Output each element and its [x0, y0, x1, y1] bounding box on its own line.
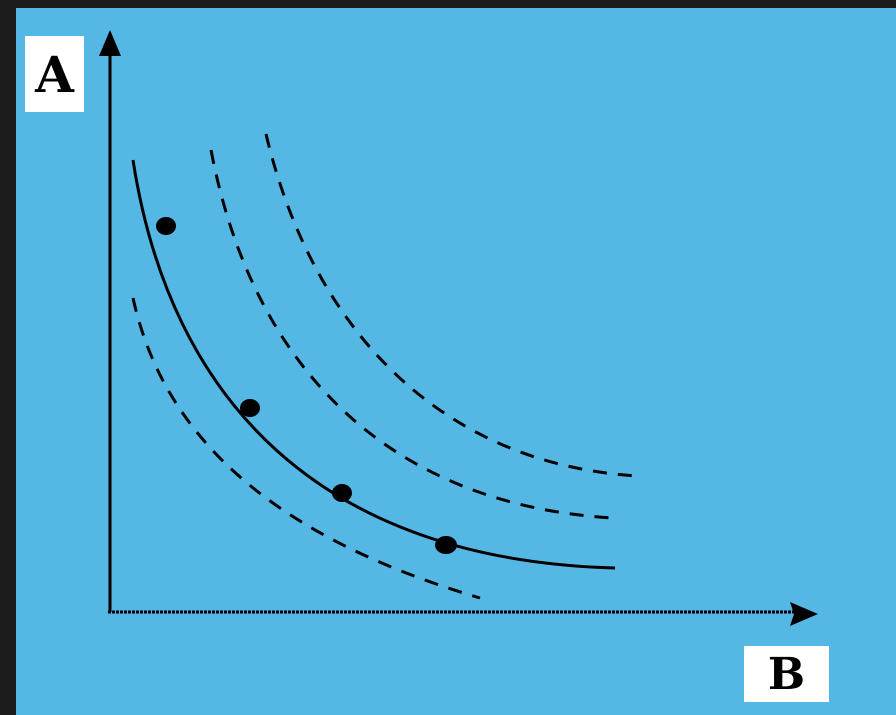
x-axis-arrowhead [790, 602, 818, 626]
curve-solid [131, 159, 616, 570]
point-1 [156, 217, 176, 235]
curve-dashed-middle [209, 149, 613, 520]
x-axis-label: B [744, 646, 829, 702]
curve-dashed-outer [264, 133, 639, 478]
y-axis-label: A [25, 36, 84, 112]
point-4 [435, 536, 457, 554]
y-axis-arrowhead [99, 30, 121, 56]
point-3 [332, 484, 352, 502]
curve-dashed-inner [131, 297, 481, 600]
diagram-panel [16, 8, 896, 715]
point-2 [240, 399, 260, 417]
